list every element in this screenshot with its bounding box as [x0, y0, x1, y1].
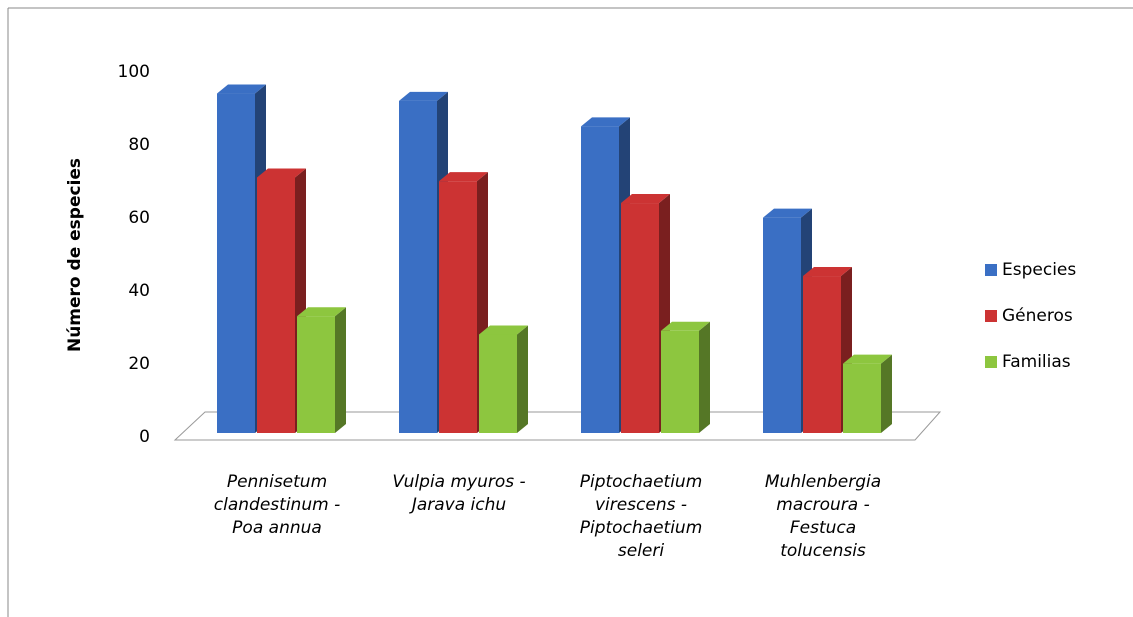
- y-tick-label: 0: [139, 427, 150, 447]
- bar-face: [581, 117, 630, 127]
- legend-label: Géneros: [1002, 306, 1073, 326]
- legend-label: Especies: [1002, 260, 1076, 280]
- bar-face: [439, 181, 477, 433]
- bar-face: [399, 100, 437, 433]
- y-axis-label: Número de especies: [65, 158, 85, 352]
- bar-face: [843, 363, 881, 433]
- bar-face: [581, 126, 619, 434]
- x-tick-label: Piptochaetium virescens -Piptochaetium sel…: [580, 472, 703, 561]
- y-tick-label: 20: [128, 354, 150, 374]
- bar-face: [621, 194, 670, 204]
- legend-swatch: [985, 264, 997, 276]
- bar-face: [217, 84, 266, 94]
- bar-face: [479, 334, 517, 433]
- bar-face: [257, 168, 306, 178]
- x-tick-label: Muhlenbergia macroura -Festuca tolucensis: [765, 472, 881, 561]
- x-tick-label: Pennisetum clandestinum -Poa annua: [214, 472, 340, 538]
- bar-face: [763, 208, 812, 218]
- bar-face: [661, 321, 710, 331]
- bar: [843, 354, 892, 433]
- bar-face: [803, 267, 852, 277]
- bar-face: [439, 172, 488, 182]
- bar: [661, 321, 710, 433]
- bar-face: [399, 91, 448, 101]
- bar-face: [843, 354, 892, 364]
- y-tick-label: 80: [128, 135, 150, 155]
- x-tick-label: Vulpia myuros -Jarava ichu: [392, 472, 525, 515]
- bar-face: [803, 276, 841, 433]
- y-tick-label: 100: [118, 62, 150, 82]
- y-tick-label: 60: [128, 208, 150, 228]
- bar-face: [881, 354, 892, 433]
- bar-face: [297, 316, 335, 433]
- bar: [297, 307, 346, 433]
- bar-face: [479, 325, 528, 335]
- bar-face: [335, 307, 346, 433]
- bar: [479, 325, 528, 433]
- bar-face: [763, 217, 801, 433]
- legend-label: Familias: [1002, 352, 1071, 372]
- legend-swatch: [985, 310, 997, 322]
- bar-face: [297, 307, 346, 317]
- bar-face: [621, 203, 659, 433]
- bar-face: [217, 93, 255, 434]
- bar-face: [699, 321, 710, 433]
- bar-face: [257, 177, 295, 433]
- bar-face: [661, 330, 699, 433]
- legend-swatch: [985, 356, 997, 368]
- floor: [173, 411, 942, 441]
- bar-face: [517, 325, 528, 433]
- y-tick-label: 40: [128, 281, 150, 301]
